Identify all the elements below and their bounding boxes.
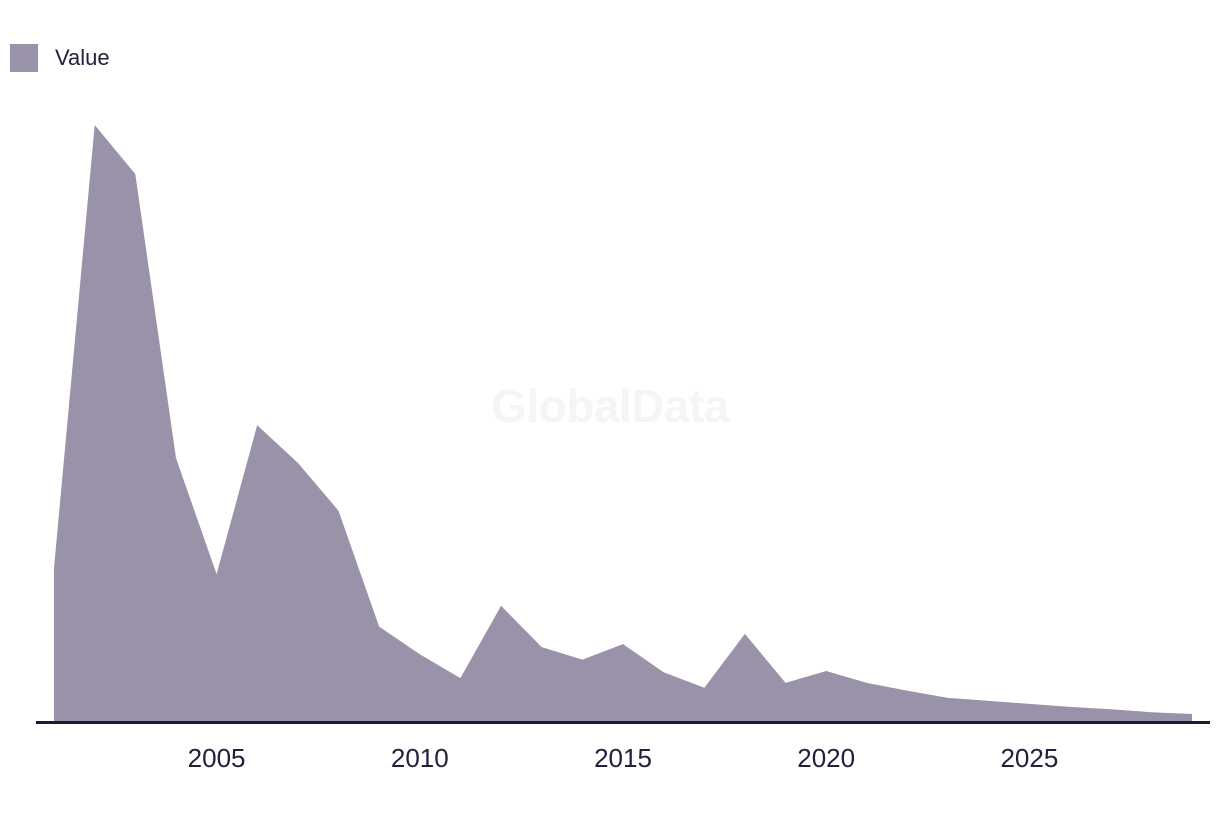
x-tick-label-2020: 2020 xyxy=(797,743,856,773)
legend[interactable]: Value xyxy=(10,44,110,72)
x-tick-label-2010: 2010 xyxy=(390,743,449,773)
area-series-value[interactable] xyxy=(54,125,1192,723)
legend-label: Value xyxy=(55,45,110,70)
legend-swatch xyxy=(10,44,38,72)
x-tick-label-2025: 2025 xyxy=(1000,743,1059,773)
x-tick-label-2015: 2015 xyxy=(594,743,652,773)
x-tick-label-2005: 2005 xyxy=(187,743,246,773)
